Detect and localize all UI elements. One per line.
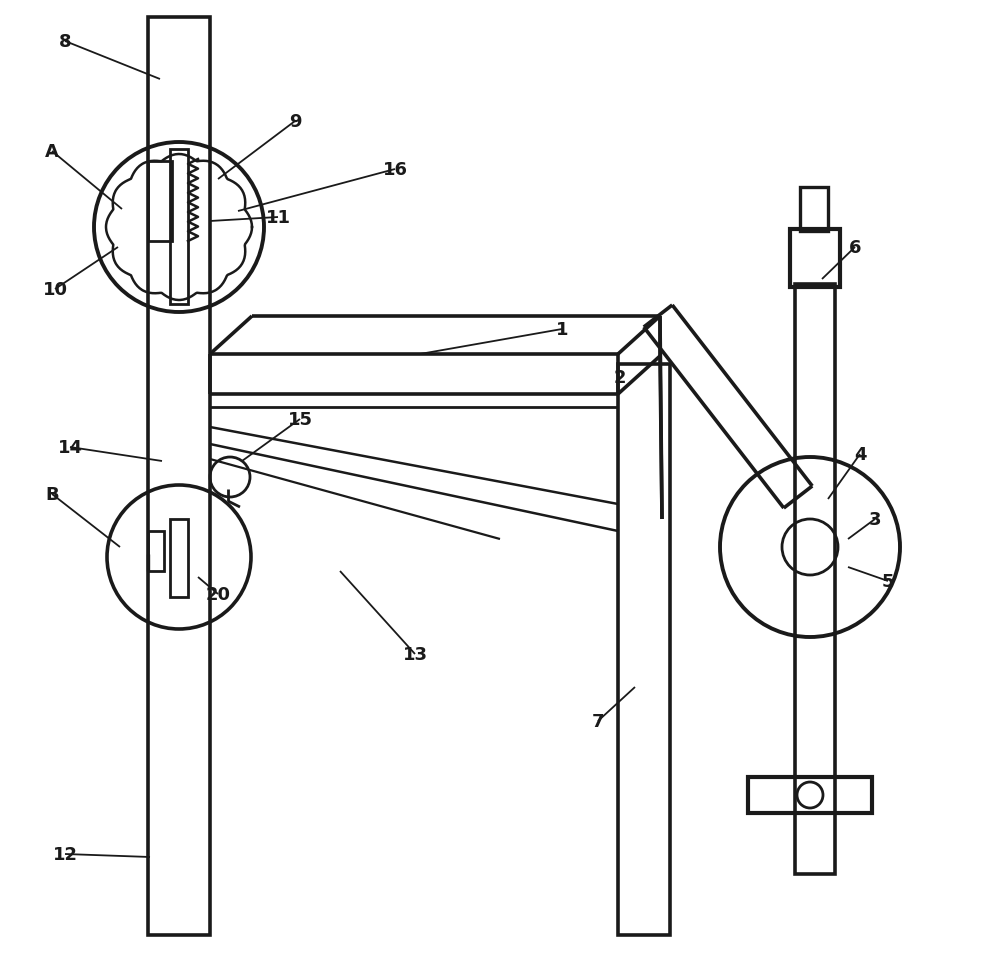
Text: 13: 13 bbox=[403, 645, 428, 663]
Text: 1: 1 bbox=[556, 320, 568, 338]
Text: 7: 7 bbox=[592, 712, 604, 730]
Text: 20: 20 bbox=[206, 585, 231, 603]
Bar bbox=[148, 532, 164, 572]
Text: B: B bbox=[45, 485, 59, 503]
Text: 5: 5 bbox=[882, 573, 894, 590]
Text: 4: 4 bbox=[854, 446, 866, 463]
Text: 16: 16 bbox=[383, 161, 408, 179]
Text: 12: 12 bbox=[53, 845, 78, 863]
Text: 14: 14 bbox=[58, 438, 83, 456]
Bar bbox=[170, 519, 188, 598]
Text: 6: 6 bbox=[849, 239, 861, 256]
Text: 9: 9 bbox=[289, 112, 301, 131]
Bar bbox=[800, 188, 828, 232]
Bar bbox=[170, 150, 188, 305]
Bar bbox=[748, 778, 872, 813]
Text: 15: 15 bbox=[288, 411, 313, 429]
Text: 3: 3 bbox=[869, 511, 881, 529]
Text: 11: 11 bbox=[266, 209, 291, 227]
Bar bbox=[618, 365, 670, 935]
Text: A: A bbox=[45, 143, 59, 161]
Bar bbox=[790, 230, 840, 288]
Bar bbox=[795, 285, 835, 874]
Text: 2: 2 bbox=[614, 369, 626, 387]
Text: 8: 8 bbox=[59, 33, 71, 51]
Text: 10: 10 bbox=[43, 281, 68, 298]
Bar bbox=[148, 162, 172, 242]
Bar bbox=[148, 18, 210, 935]
